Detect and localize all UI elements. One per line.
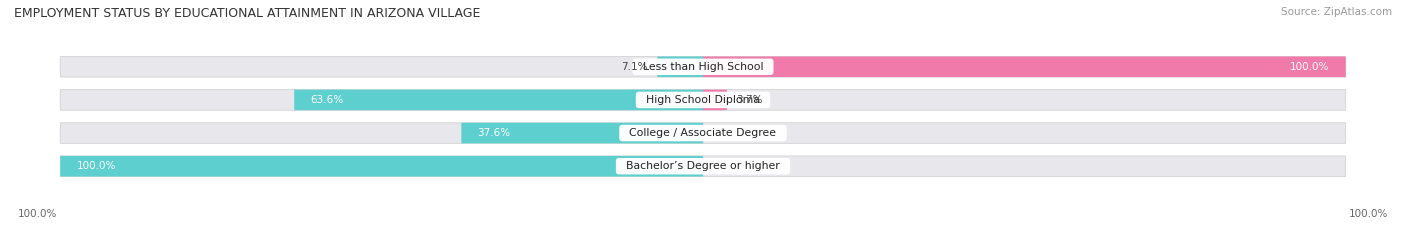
FancyBboxPatch shape	[703, 57, 1346, 77]
Text: Bachelor’s Degree or higher: Bachelor’s Degree or higher	[619, 161, 787, 171]
Text: EMPLOYMENT STATUS BY EDUCATIONAL ATTAINMENT IN ARIZONA VILLAGE: EMPLOYMENT STATUS BY EDUCATIONAL ATTAINM…	[14, 7, 481, 20]
FancyBboxPatch shape	[60, 123, 703, 143]
FancyBboxPatch shape	[703, 57, 1346, 77]
FancyBboxPatch shape	[703, 90, 1346, 110]
Text: 100.0%: 100.0%	[76, 161, 115, 171]
Text: High School Diploma: High School Diploma	[640, 95, 766, 105]
Text: 3.7%: 3.7%	[737, 95, 763, 105]
Text: 7.1%: 7.1%	[621, 62, 648, 72]
Text: 100.0%: 100.0%	[18, 209, 58, 219]
FancyBboxPatch shape	[461, 123, 703, 143]
Text: Source: ZipAtlas.com: Source: ZipAtlas.com	[1281, 7, 1392, 17]
FancyBboxPatch shape	[703, 123, 1346, 143]
Text: 100.0%: 100.0%	[1291, 62, 1330, 72]
Text: 63.6%: 63.6%	[311, 95, 343, 105]
FancyBboxPatch shape	[60, 156, 703, 176]
FancyBboxPatch shape	[60, 90, 703, 110]
FancyBboxPatch shape	[60, 57, 703, 77]
FancyBboxPatch shape	[60, 156, 703, 176]
Text: College / Associate Degree: College / Associate Degree	[623, 128, 783, 138]
Text: 100.0%: 100.0%	[1348, 209, 1388, 219]
FancyBboxPatch shape	[703, 156, 1346, 176]
FancyBboxPatch shape	[658, 57, 703, 77]
FancyBboxPatch shape	[703, 90, 727, 110]
FancyBboxPatch shape	[294, 90, 703, 110]
Text: Less than High School: Less than High School	[636, 62, 770, 72]
Text: 37.6%: 37.6%	[478, 128, 510, 138]
